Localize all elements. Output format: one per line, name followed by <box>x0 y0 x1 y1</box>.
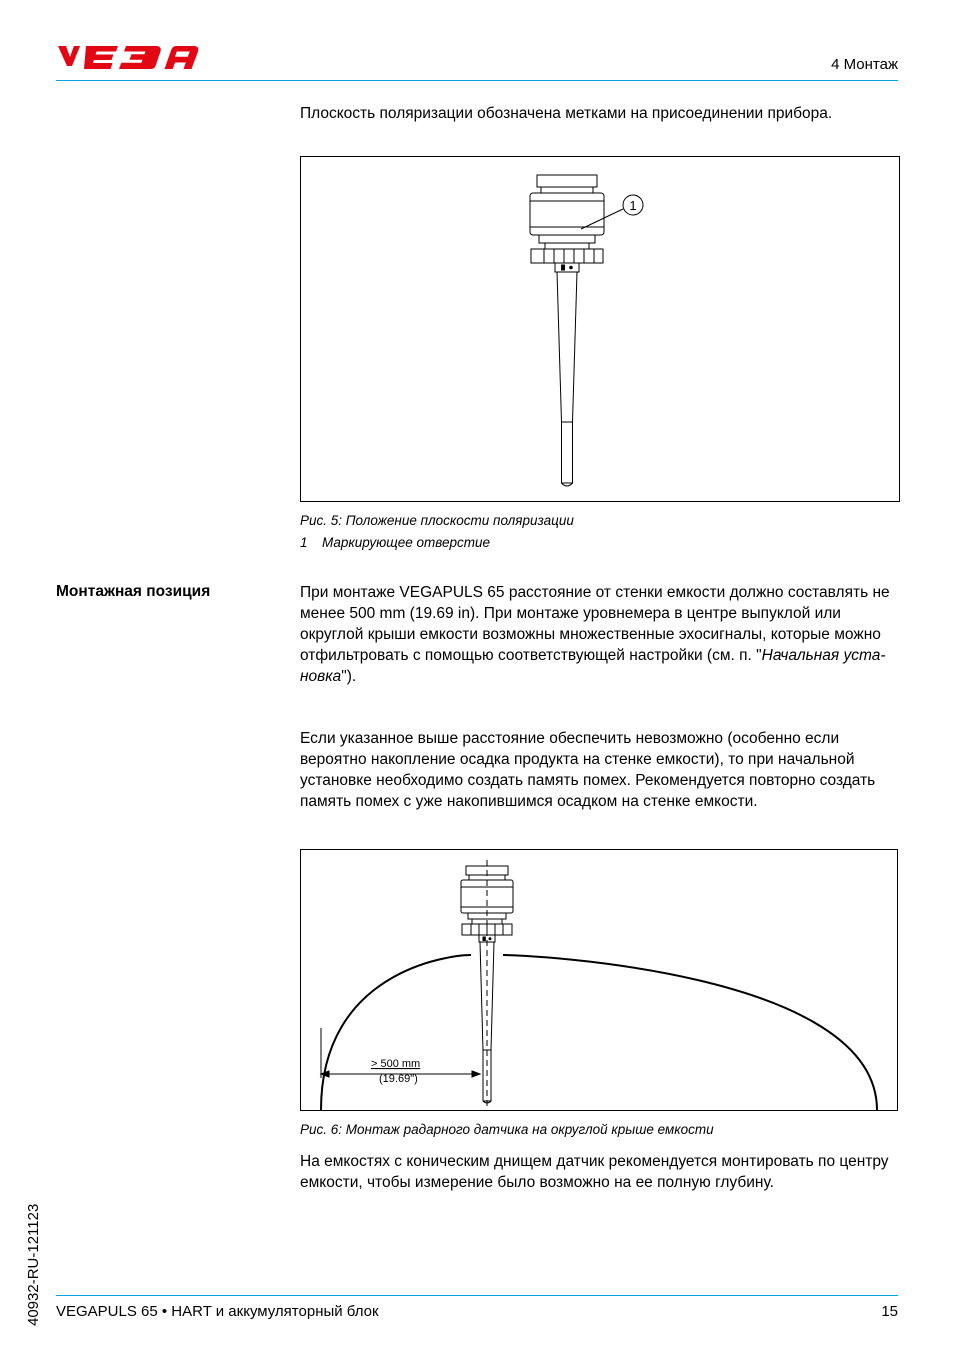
para1-b: "). <box>341 668 356 685</box>
intro-paragraph: Плоскость поляризации обозначена метками… <box>300 104 898 125</box>
figure-2: > 500 mm (19.69") <box>300 849 898 1111</box>
figure-1-legend: 1Маркирующее отверстие <box>300 535 490 550</box>
header-chapter: 4 Монтаж <box>831 56 898 73</box>
paragraph-2: Если указанное выше расстояние обеспечит… <box>300 729 898 813</box>
paragraph-3: На емкостях с коническим днищем датчик р… <box>300 1152 898 1194</box>
paragraph-1: При монтаже VEGAPULS 65 расстояние от ст… <box>300 583 898 688</box>
callout-1-label: 1 <box>629 198 636 213</box>
footer-page-number: 15 <box>881 1303 898 1320</box>
page: 4 Монтаж Плоскость поляризации обозначен… <box>0 0 954 1354</box>
fig2-dist-bottom: (19.69") <box>379 1073 418 1085</box>
figure-1-legend-text: Маркирующее отверстие <box>322 535 490 550</box>
fig2-dist-top: > 500 mm <box>371 1058 420 1070</box>
figure-1-caption: Рис. 5: Положение плоскости поляризации <box>300 513 574 528</box>
figure-1-legend-num: 1 <box>300 535 322 550</box>
document-number-vertical: 40932-RU-121123 <box>25 1204 42 1326</box>
side-heading-mounting: Монтажная позиция <box>56 583 286 601</box>
figure-2-caption: Рис. 6: Монтаж радарного датчика на окру… <box>300 1122 714 1137</box>
footer-rule <box>56 1295 898 1296</box>
figure-1: 1 <box>300 156 900 502</box>
vega-logo <box>56 46 201 84</box>
header-rule <box>56 80 898 81</box>
footer-left: VEGAPULS 65 • HART и аккумуляторный блок <box>56 1303 379 1320</box>
